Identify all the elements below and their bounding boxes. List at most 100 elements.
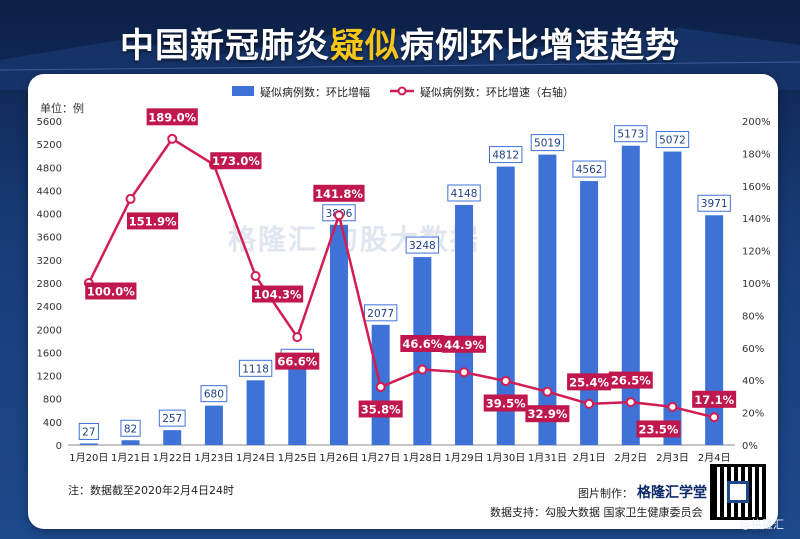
chart-card (28, 74, 778, 529)
bar-value-label: 2077 (367, 308, 394, 320)
left-axis-tick-label: 5200 (37, 140, 62, 151)
bar-value-label: 3248 (409, 240, 436, 252)
bar-value-label-box (238, 359, 273, 377)
credit-brand: 格隆汇学堂 (637, 485, 707, 501)
bar-value-label: 4148 (451, 188, 478, 200)
bar-1月20日 (79, 443, 98, 445)
x-axis-tick-label: 1月29日 (444, 452, 483, 464)
line-value-label: 141.8% (315, 187, 363, 201)
bar-value-label-box (200, 385, 228, 403)
line-value-label-box (85, 282, 137, 300)
x-axis-tick-label: 2月2日 (614, 452, 647, 464)
right-axis-tick-label: 120% (742, 247, 771, 258)
bar-value-label-box (78, 422, 99, 440)
corner-mark: @格隆汇 (740, 518, 784, 531)
line-value-label-box (358, 400, 403, 418)
data-source: 数据支持：勾股大数据 国家卫生健康委员会 (490, 506, 703, 519)
line-value-label-box (210, 152, 262, 170)
left-axis-tick-label: 2000 (37, 325, 62, 336)
bar-1月23日 (204, 405, 223, 445)
right-axis-tick-label: 140% (742, 214, 771, 225)
x-axis-tick-label: 1月24日 (236, 452, 275, 464)
x-axis-tick-label: 1月28日 (403, 452, 442, 464)
line-value-label-box (275, 352, 320, 370)
x-axis-tick-label: 1月25日 (278, 452, 317, 464)
left-axis-tick-label: 4800 (37, 163, 62, 174)
left-axis-tick-label: 400 (43, 418, 62, 429)
line-value-label: 35.8% (361, 403, 401, 417)
line-marker-1月29日 (459, 367, 470, 378)
bar-value-label: 4562 (576, 164, 603, 176)
bar-value-label: 5072 (659, 135, 686, 147)
x-axis-tick-label: 1月21日 (111, 452, 150, 464)
x-axis-tick-label: 1月20日 (69, 452, 108, 464)
line-value-label-box (313, 184, 365, 202)
qr-code-icon (710, 464, 766, 520)
bar-value-label: 4812 (492, 150, 519, 162)
bar-1月21日 (121, 440, 140, 445)
bar-value-label: 680 (204, 389, 224, 401)
x-axis-tick-label: 1月31日 (528, 452, 567, 464)
bar-value-label: 82 (124, 423, 137, 435)
bar-value-label: 257 (162, 413, 182, 425)
line-value-label-box (636, 420, 681, 438)
line-value-label: 23.5% (639, 422, 679, 436)
x-axis-tick-label: 1月26日 (319, 452, 358, 464)
line-value-label: 44.9% (444, 338, 484, 352)
left-axis-tick-label: 4400 (37, 186, 62, 197)
line-marker-2月2日 (625, 397, 636, 408)
line-marker-1月24日 (250, 271, 261, 282)
bar-1月26日 (329, 224, 348, 445)
right-axis-tick-label: 200% (742, 117, 771, 128)
right-axis-tick-label: 0% (742, 441, 758, 452)
line-value-label: 46.6% (402, 337, 442, 351)
line-value-label-box (251, 285, 304, 303)
x-axis-tick-label: 2月4日 (698, 452, 731, 464)
line-marker-1月31日 (542, 386, 553, 397)
line-value-label: 104.3% (254, 288, 302, 302)
right-axis-tick-label: 180% (742, 149, 771, 160)
bar-value-label-box (158, 409, 186, 427)
growth-rate-line (87, 137, 715, 419)
bar-1月25日 (288, 369, 307, 445)
bar-value-label: 3971 (701, 198, 728, 210)
line-value-label: 189.0% (148, 110, 196, 124)
left-axis-tick-label: 4000 (37, 210, 62, 221)
data-note: 注：数据截至2020年2月4日24时 (68, 484, 234, 497)
right-axis-tick-label: 160% (742, 182, 771, 193)
line-value-label-box (483, 394, 528, 412)
bar-1月31日 (538, 154, 557, 446)
left-axis-tick-label: 1600 (37, 348, 62, 359)
bar-value-label-box (120, 419, 141, 437)
line-marker-1月25日 (292, 332, 303, 343)
line-value-label: 151.9% (129, 214, 177, 228)
line-marker-2月4日 (709, 412, 720, 423)
left-axis-tick-label: 3600 (37, 233, 62, 244)
line-value-label-box (400, 335, 445, 353)
bar-value-label-box (405, 236, 440, 254)
bar-value-label-box (697, 194, 731, 212)
right-axis-tick-label: 40% (742, 376, 764, 387)
line-marker-2月3日 (667, 401, 678, 412)
bar-value-label-box (363, 304, 398, 322)
right-axis-tick-label: 100% (742, 279, 771, 290)
x-axis-tick-label: 2月1日 (573, 452, 606, 464)
bar-1月22日 (163, 430, 182, 445)
line-marker-1月27日 (375, 382, 386, 393)
line-value-label: 66.6% (277, 355, 317, 369)
x-axis-tick-label: 2月3日 (656, 452, 689, 464)
line-value-label-box (126, 212, 179, 230)
left-axis-tick-label: 2400 (37, 302, 62, 313)
legend-line-label: 疑似病例数：环比增速（右轴） (420, 85, 574, 99)
left-axis-tick-label: 800 (43, 395, 62, 406)
line-value-label-box (525, 405, 570, 423)
x-axis-tick-label: 1月22日 (153, 452, 192, 464)
line-value-label: 173.0% (212, 154, 260, 168)
line-marker-2月1日 (584, 398, 595, 409)
page-title: 中国新冠肺炎疑似病例环比增速趋势 (120, 26, 680, 66)
line-value-label-box (567, 373, 612, 391)
line-marker-1月30日 (500, 376, 511, 387)
bar-value-label: 27 (82, 426, 95, 438)
line-value-label-box (608, 371, 653, 389)
